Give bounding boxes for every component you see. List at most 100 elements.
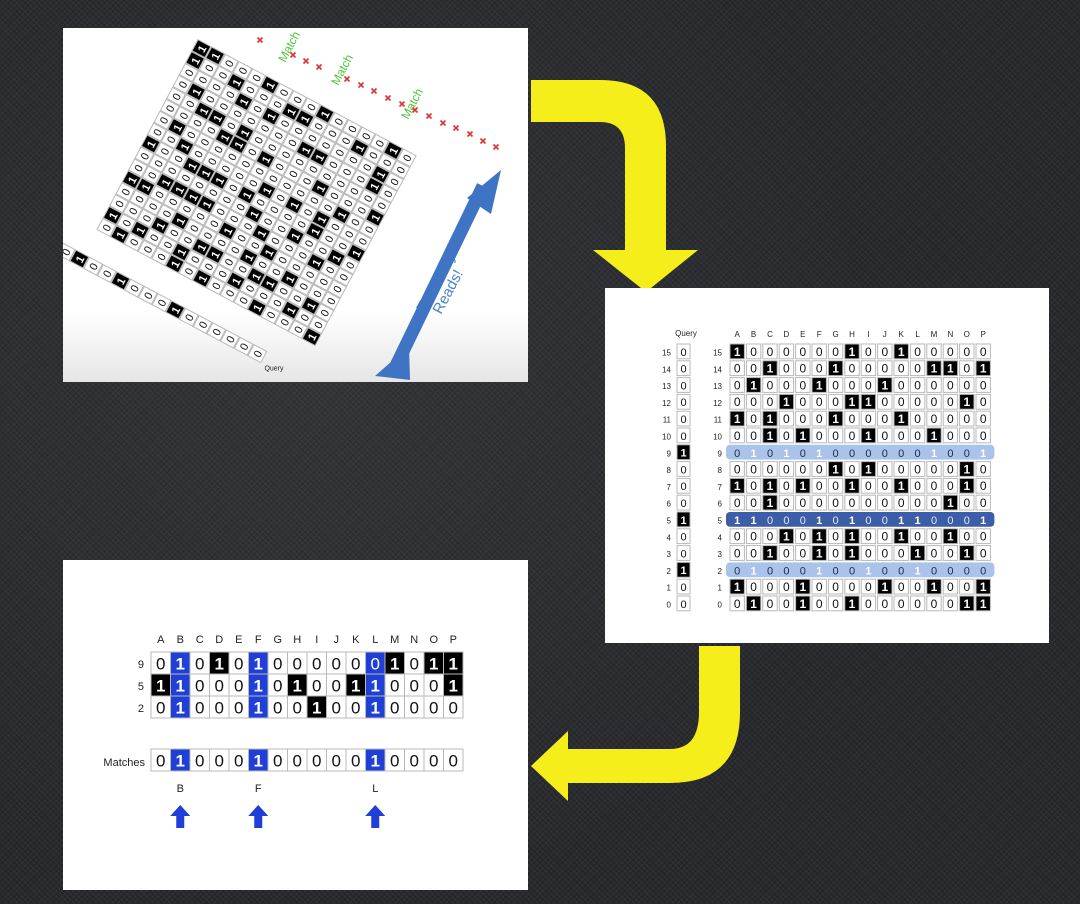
svg-text:0: 0 xyxy=(156,252,169,263)
matrix-bit: 0 xyxy=(926,393,942,410)
matrix-bit: 0 xyxy=(783,515,789,527)
matrix-bit: 0 xyxy=(877,461,893,477)
rotated-query-bit: 1 xyxy=(165,300,186,320)
row-bit: 1 xyxy=(384,651,405,675)
svg-text:0: 0 xyxy=(183,312,196,323)
matrix-bit: 0 xyxy=(877,595,893,612)
rotated-matrix-bit: 0 xyxy=(288,121,309,141)
svg-text:0: 0 xyxy=(898,597,905,611)
svg-text:0: 0 xyxy=(321,171,334,182)
svg-text:0: 0 xyxy=(898,378,905,392)
svg-text:0: 0 xyxy=(223,257,236,268)
svg-text:1: 1 xyxy=(175,216,188,227)
rotated-query-bit: 0 xyxy=(219,329,240,349)
matrix-bit: 0 xyxy=(745,578,762,595)
matrix-bit: 0 xyxy=(762,578,778,595)
svg-text:1: 1 xyxy=(865,429,872,443)
svg-text:1: 1 xyxy=(963,546,970,560)
matrix-bit: 0 xyxy=(909,477,926,494)
svg-text:0: 0 xyxy=(881,496,888,510)
svg-text:0: 0 xyxy=(291,293,304,304)
row-label: 4 xyxy=(718,533,723,542)
svg-text:0: 0 xyxy=(832,580,839,594)
svg-text:0: 0 xyxy=(325,296,338,307)
rotated-matrix-bit: 1 xyxy=(283,195,304,215)
matrix-bit: 0 xyxy=(860,343,877,360)
svg-text:1: 1 xyxy=(176,677,185,696)
matrix-bit: 0 xyxy=(729,360,745,377)
query-bit: 1 xyxy=(676,561,691,578)
svg-text:0: 0 xyxy=(312,320,325,331)
svg-text:0: 0 xyxy=(322,203,335,214)
matrix-bit: 0 xyxy=(762,377,778,393)
svg-text:1: 1 xyxy=(126,175,139,186)
svg-text:0: 0 xyxy=(273,699,282,718)
svg-text:0: 0 xyxy=(898,496,905,510)
matrix-bit: 0 xyxy=(860,595,877,612)
query-row-label: 4 xyxy=(667,533,672,542)
row-bit: 1 xyxy=(365,695,386,719)
matrix-bit: 0 xyxy=(959,343,975,360)
matrix-bit: 0 xyxy=(778,494,795,511)
rotated-matrix-bit: 1 xyxy=(258,242,279,263)
x-mark-icons xyxy=(256,36,500,151)
rotated-matrix-bit: 0 xyxy=(302,159,323,179)
rotated-matrix-bit: 0 xyxy=(384,172,405,192)
matrix-bit: 1 xyxy=(959,595,975,612)
matrix-bit: 0 xyxy=(849,565,855,577)
svg-text:0: 0 xyxy=(279,119,292,130)
rotated-matrix-bit: 0 xyxy=(335,131,356,151)
svg-text:0: 0 xyxy=(783,412,790,426)
svg-text:0: 0 xyxy=(767,597,774,611)
svg-text:0: 0 xyxy=(750,530,757,544)
svg-text:0: 0 xyxy=(332,655,341,674)
rotated-matrix-bit: 1 xyxy=(325,248,347,268)
row-bit: 1 xyxy=(306,695,327,719)
svg-text:0: 0 xyxy=(168,228,181,239)
rotated-matrix-bit: 1 xyxy=(226,72,247,93)
rotated-matrix-bit: 0 xyxy=(134,146,155,166)
rotated-query-bit: 0 xyxy=(247,343,268,364)
svg-text:0: 0 xyxy=(258,291,271,302)
svg-text:0: 0 xyxy=(349,217,362,228)
svg-text:0: 0 xyxy=(320,140,333,151)
matrix-bit: 1 xyxy=(844,595,860,612)
matrix-bit: 0 xyxy=(942,410,959,427)
rotated-matrix-bit: 0 xyxy=(198,256,219,277)
svg-text:0: 0 xyxy=(195,211,208,222)
rotated-matrix-bit: 1 xyxy=(280,101,301,122)
svg-text:0: 0 xyxy=(341,167,354,178)
svg-text:0: 0 xyxy=(332,699,341,718)
rotated-matrix-bit: 1 xyxy=(349,138,370,158)
svg-text:0: 0 xyxy=(221,195,234,206)
matrix-bit: 1 xyxy=(877,377,893,393)
svg-text:1: 1 xyxy=(449,655,458,674)
rotated-matrix-bit: 0 xyxy=(390,160,411,180)
svg-text:0: 0 xyxy=(224,89,237,100)
svg-text:1: 1 xyxy=(155,221,168,232)
rotated-matrix-bit: 1 xyxy=(228,135,249,155)
svg-text:0: 0 xyxy=(351,752,360,771)
svg-text:0: 0 xyxy=(153,158,166,169)
svg-text:0: 0 xyxy=(980,429,987,443)
svg-text:0: 0 xyxy=(980,479,987,493)
svg-text:0: 0 xyxy=(156,752,165,771)
row-bit: 0 xyxy=(384,673,405,697)
matrix-bit: 1 xyxy=(975,595,991,612)
rotated-matrix-bit: 0 xyxy=(156,203,177,224)
svg-text:1: 1 xyxy=(239,128,252,139)
query-bit: 0 xyxy=(676,377,691,393)
svg-text:0: 0 xyxy=(680,380,686,392)
svg-text:1: 1 xyxy=(429,655,438,674)
svg-text:1: 1 xyxy=(174,185,187,196)
matrix-bit: 0 xyxy=(844,427,860,444)
svg-text:1: 1 xyxy=(816,378,823,392)
svg-text:0: 0 xyxy=(680,347,686,359)
matrix-bit: 1 xyxy=(751,515,757,527)
matrix-bit: 0 xyxy=(833,448,839,460)
rotated-matrix-bit: 0 xyxy=(270,187,291,208)
rotated-matrix-bit: 0 xyxy=(211,233,232,253)
matrix-bit: 1 xyxy=(811,545,827,561)
svg-text:1: 1 xyxy=(449,677,458,696)
svg-text:1: 1 xyxy=(254,677,263,696)
